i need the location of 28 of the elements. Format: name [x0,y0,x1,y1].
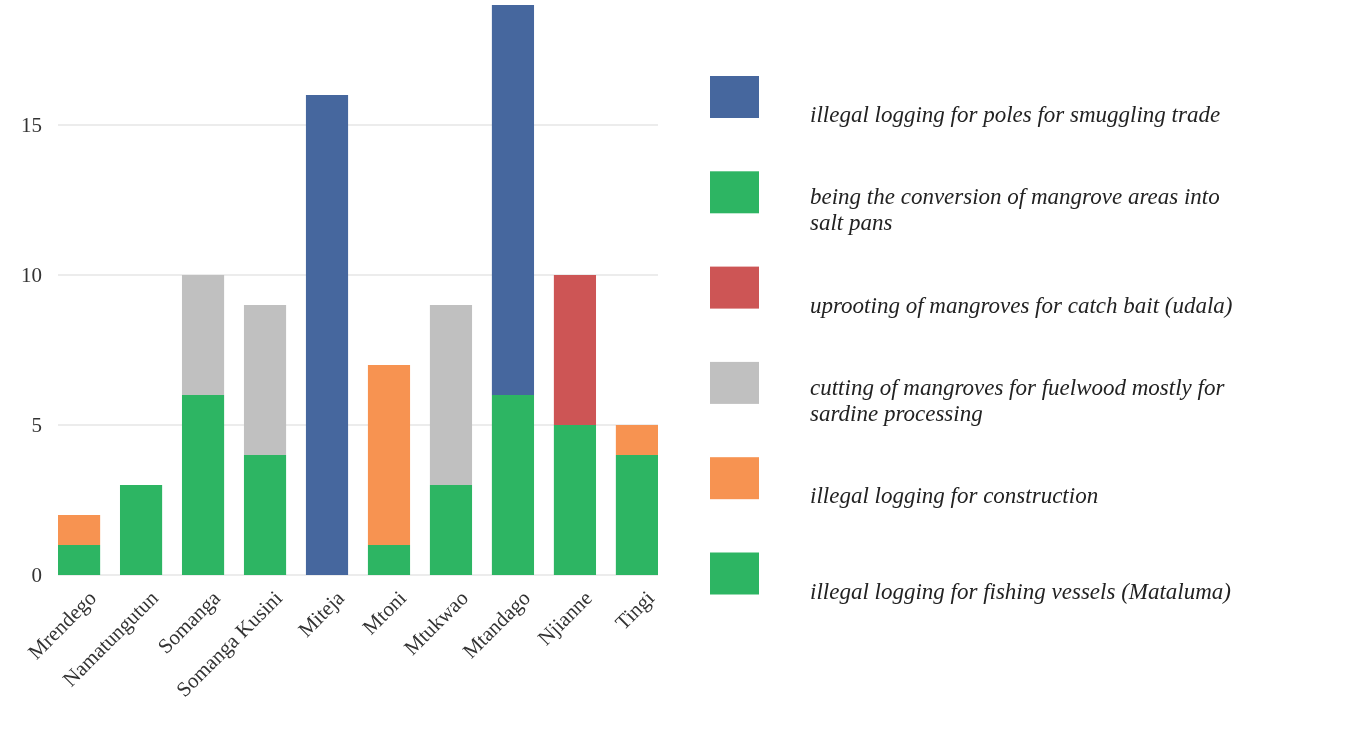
bar [181,275,225,395]
y-tick-label: 0 [31,563,42,588]
legend-label: cutting of mangroves for fuelwood mostly for sardine processing [810,374,1226,426]
bar [491,395,535,575]
bar [367,545,411,575]
bar [58,515,101,545]
bar [615,455,658,575]
bar [58,545,101,575]
y-tick-label: 5 [31,413,42,438]
text: illegal logging for poles for smuggling trade [810,102,1221,128]
bar [491,5,535,395]
bar [243,455,287,575]
text: illegal logging for fishing vessels (Mataluma) [810,578,1231,604]
bar [181,395,225,575]
y-tick-label: 15 [21,113,42,138]
text: uprooting of mangroves for catch bait (udala) [810,292,1233,318]
bar [553,275,597,425]
legend-label: being the conversion of mangrove areas into salt pans [810,184,1220,236]
bar [429,485,473,575]
y-tick-label: 10 [21,263,42,288]
bar [367,365,411,545]
bar [243,305,287,455]
text: illegal logging for construction [810,483,1099,509]
bar [305,95,349,575]
bar [119,485,163,575]
bar [429,305,473,485]
bar [553,425,597,575]
bar [615,425,658,455]
